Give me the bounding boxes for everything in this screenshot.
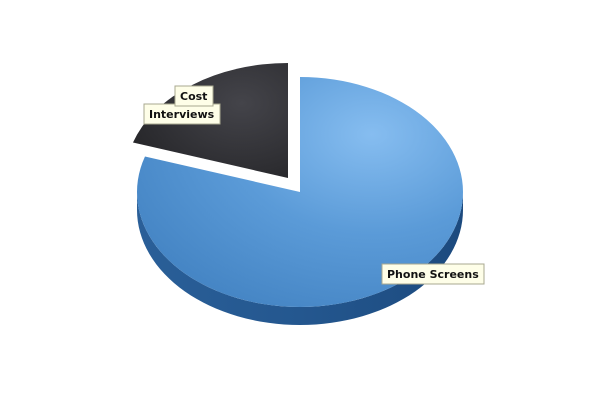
pie-slice-side: [137, 192, 463, 325]
pie-slice: [136, 77, 464, 325]
data-label: Cost: [174, 85, 214, 107]
pie-slice-top: [136, 77, 464, 307]
data-label-text: Phone Screens: [387, 268, 479, 281]
data-label-box: [381, 263, 485, 285]
data-label-text: Cost: [180, 90, 207, 103]
data-label: Phone Screens: [381, 263, 485, 285]
data-label: Interviews: [143, 103, 221, 125]
data-label-text: Interviews: [149, 108, 215, 121]
data-label-box: [174, 85, 214, 107]
